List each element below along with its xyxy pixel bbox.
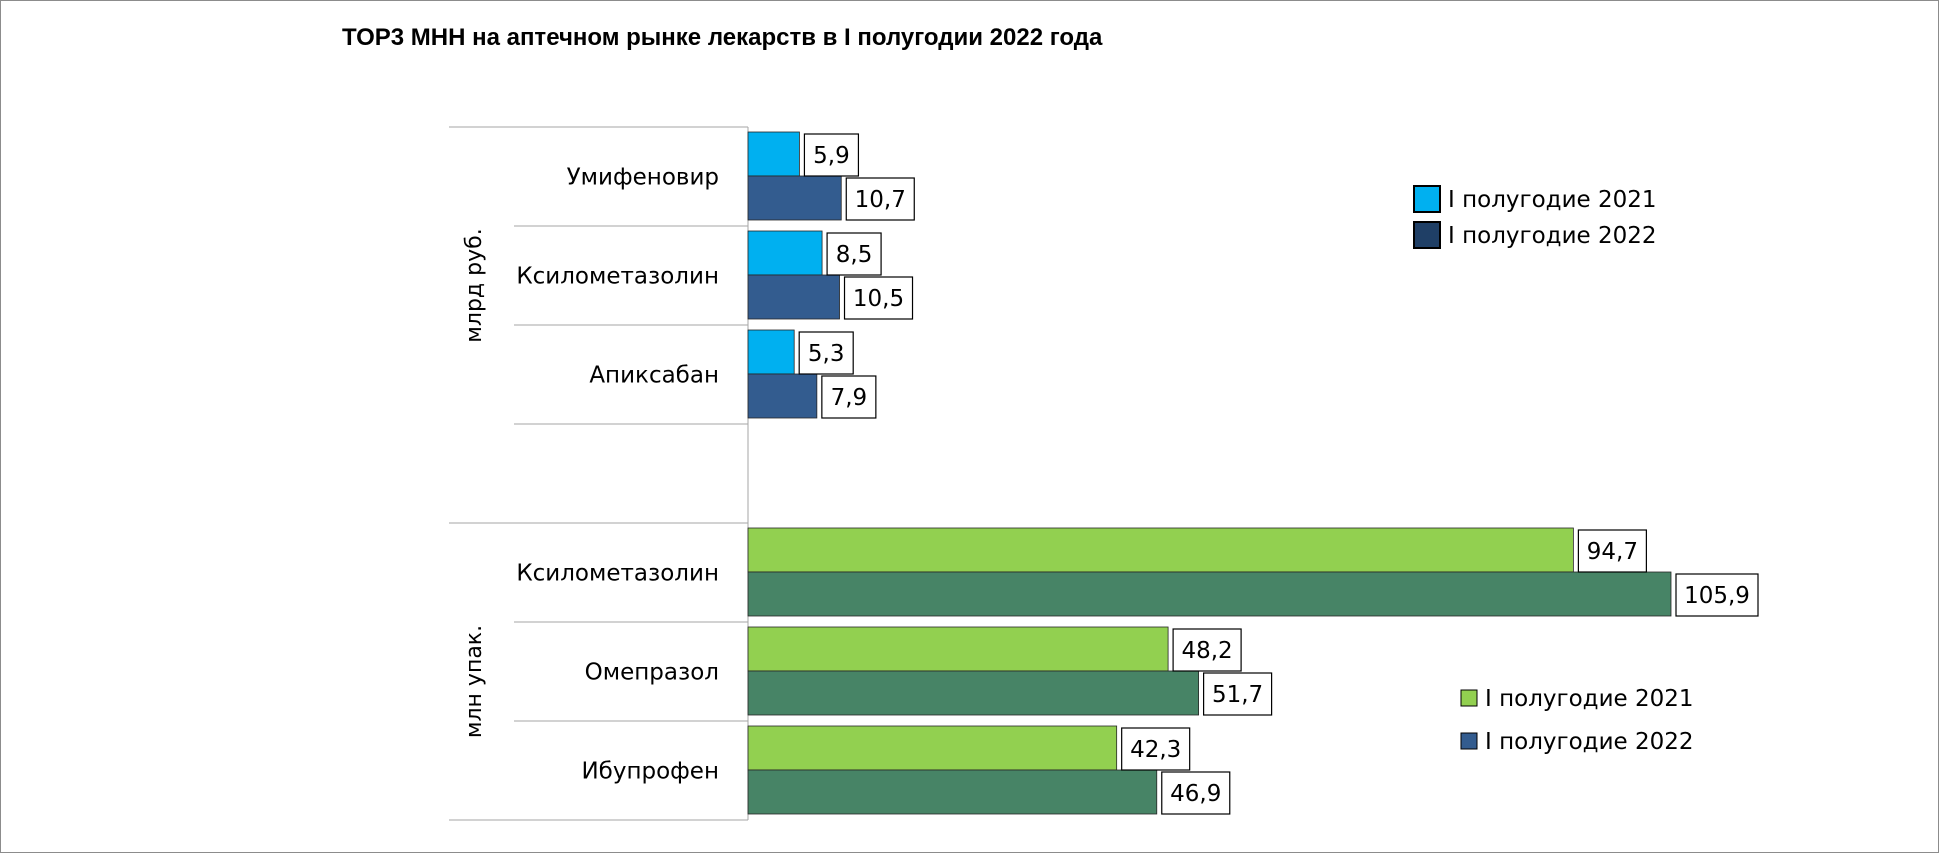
data-label: 105,9 xyxy=(1684,583,1750,609)
category-label: Умифеновир xyxy=(567,165,719,191)
chart-title: ТОР3 МНН на аптечном рынке лекарств в I … xyxy=(342,24,1103,51)
data-label-box xyxy=(1577,529,1647,573)
bar xyxy=(747,230,823,276)
chart-bars xyxy=(747,131,1672,815)
category-label: Омепразол xyxy=(585,660,719,686)
bar xyxy=(747,329,795,375)
category-label: Ксилометазолин xyxy=(516,264,719,290)
chart-labels: 5,910,7 8,5 10,5 5,3 7,9 94,7 105,9 48,2 51,7 42,… xyxy=(798,133,1759,815)
data-label: 48,2 xyxy=(1181,638,1232,664)
data-label-box xyxy=(1675,573,1759,617)
data-label-box xyxy=(843,276,914,320)
data-label: 42,3 xyxy=(1130,737,1181,763)
legend-label: I полугодие 2021 xyxy=(1448,187,1657,213)
legend-swatch xyxy=(1460,689,1478,707)
data-label-box xyxy=(803,133,860,177)
data-label-box xyxy=(821,375,877,419)
bar xyxy=(747,725,1118,771)
data-label: 51,7 xyxy=(1212,682,1263,708)
data-label: 8,5 xyxy=(836,242,873,268)
legend-swatch xyxy=(1413,185,1441,213)
chart-legends: I полугодие 2021 I полугодие 2022 I полуго… xyxy=(1413,185,1694,755)
bar xyxy=(747,274,840,320)
legend-label: I полугодие 2021 xyxy=(1485,686,1694,712)
group-label: млн упак. xyxy=(462,625,487,738)
bar xyxy=(747,175,842,221)
data-label: 10,7 xyxy=(855,187,906,213)
chart-axes: млрд руб. Умифеновир Ксилометазолин Апиксаб… xyxy=(449,126,749,821)
legend-swatch xyxy=(1460,732,1478,750)
data-label-box xyxy=(1161,771,1231,815)
data-label: 7,9 xyxy=(831,385,868,411)
legend-label: I полугодие 2022 xyxy=(1448,223,1657,249)
bar xyxy=(747,769,1158,815)
data-label-box xyxy=(826,232,882,276)
category-label: Ксилометазолин xyxy=(516,561,719,587)
category-label: Ибупрофен xyxy=(581,759,719,785)
data-label-box xyxy=(845,177,915,221)
data-label-box xyxy=(1172,628,1242,672)
data-label-box xyxy=(1203,672,1273,716)
legend-label: I полугодие 2022 xyxy=(1485,729,1694,755)
data-label: 10,5 xyxy=(853,286,904,312)
data-label: 46,9 xyxy=(1170,781,1221,807)
bar xyxy=(747,527,1574,573)
group-label: млрд руб. xyxy=(462,228,487,342)
bar xyxy=(747,373,818,419)
data-label: 5,9 xyxy=(813,143,850,169)
legend-swatch xyxy=(1413,221,1441,249)
data-label-box xyxy=(1121,727,1191,771)
data-label-box xyxy=(798,331,854,375)
data-label: 94,7 xyxy=(1587,539,1638,565)
bar xyxy=(747,131,800,177)
category-label: Апиксабан xyxy=(589,363,719,389)
bar xyxy=(747,626,1169,672)
bar xyxy=(747,571,1672,617)
bar xyxy=(747,670,1200,716)
data-label: 5,3 xyxy=(808,341,845,367)
